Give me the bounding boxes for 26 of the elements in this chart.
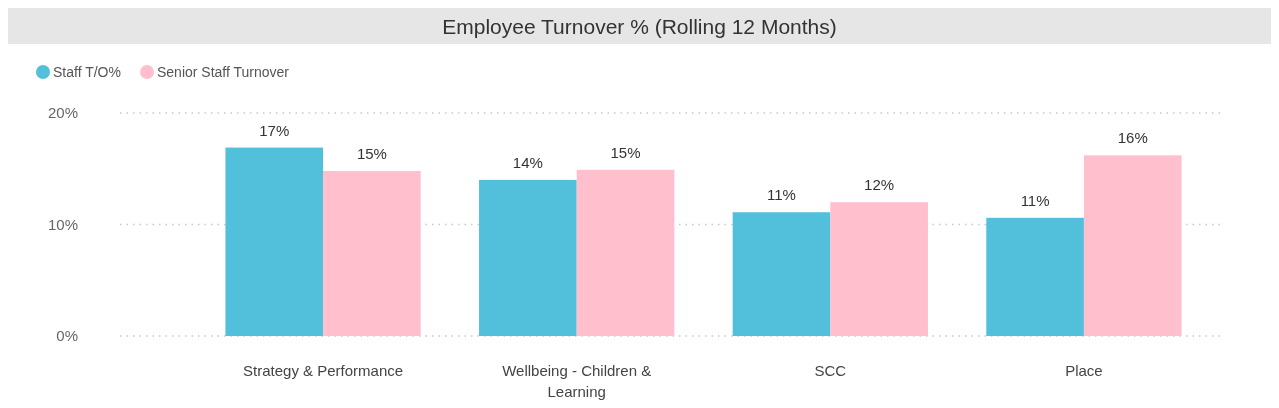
data-label: 11% [1020, 191, 1050, 209]
bar [986, 217, 1084, 336]
data-label: 15% [610, 143, 641, 161]
bar [1083, 155, 1182, 336]
x-tick-label: Strategy & Performance [243, 362, 404, 379]
data-label: 15% [356, 144, 387, 162]
data-label: 11% [767, 186, 796, 204]
bar [576, 169, 675, 336]
data-label: 14% [512, 153, 543, 171]
bar [225, 147, 324, 336]
data-label: 12% [864, 176, 895, 194]
bar [732, 212, 831, 336]
bar [323, 170, 421, 336]
x-tick-label: SCC [814, 362, 847, 379]
data-label: 17% [259, 121, 290, 139]
legend-label: Staff T/O% [53, 64, 121, 80]
x-tick-label: Place [1065, 362, 1103, 379]
bar [479, 179, 577, 336]
y-tick-label: 20% [47, 104, 78, 121]
legend-label: Senior Staff Turnover [157, 64, 290, 80]
chart-title: Employee Turnover % (Rolling 12 Months) [442, 15, 837, 38]
y-tick-label: 0% [56, 327, 78, 344]
x-tick-label: Wellbeing - Children & Learning [502, 362, 652, 400]
data-label: 16% [1117, 129, 1148, 147]
y-tick-label: 10% [47, 215, 78, 233]
bar [830, 202, 928, 336]
